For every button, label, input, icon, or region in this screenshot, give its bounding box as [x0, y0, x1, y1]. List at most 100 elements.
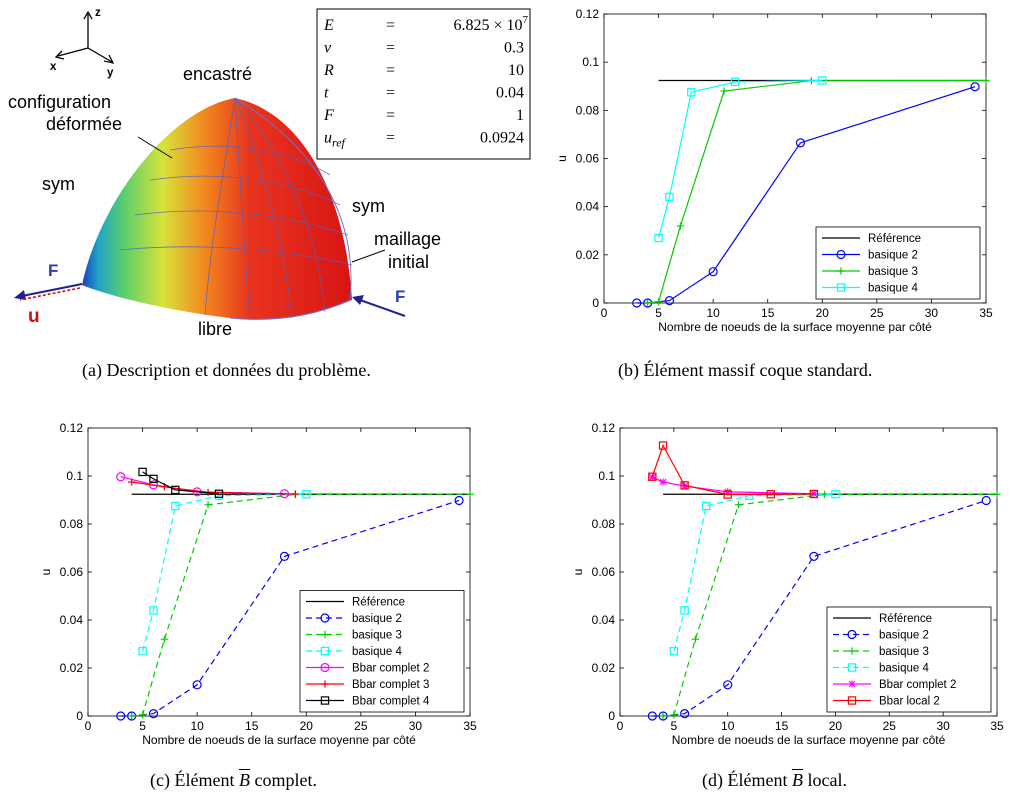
label-configuration: configuration — [8, 92, 111, 112]
data-point — [658, 441, 668, 450]
data-point — [734, 501, 743, 509]
data-point — [128, 478, 136, 486]
series-line — [131, 481, 296, 495]
x-tick-label: 0 — [601, 306, 608, 320]
series-basique-4 — [654, 76, 827, 243]
caption-b: (b) Élément massif coque standard. — [618, 360, 873, 380]
data-point — [676, 222, 684, 230]
legend-label: basique 2 — [879, 630, 929, 642]
param-symbol: F — [323, 107, 334, 124]
data-point — [724, 488, 732, 496]
axis-x-label: x — [50, 61, 57, 73]
label-force-right: F — [395, 287, 405, 306]
param-value: 0.3 — [504, 40, 524, 57]
data-point — [669, 646, 679, 656]
legend-label: Référence — [879, 613, 932, 625]
x-tick-label: 15 — [775, 719, 789, 733]
chart-d: 0 5 10 15 20 25 30 35 0 0.02 0.04 0.06 0.08 0.1 0.12 No… — [571, 421, 1004, 747]
param-equals: = — [386, 85, 395, 102]
x-axis-label: Nombre de noeuds de la surface moyenne p… — [658, 320, 932, 334]
data-point — [664, 295, 675, 306]
caption-d-post: local. — [802, 770, 847, 790]
initial-mesh-outline — [229, 97, 352, 320]
x-tick-label: 35 — [979, 306, 993, 320]
legend-box — [826, 606, 992, 713]
x-tick-label: 20 — [300, 719, 314, 733]
data-point — [116, 711, 126, 721]
force-arrow-right — [352, 295, 406, 317]
param-equals: = — [386, 62, 395, 79]
caption-d-pre: (d) Élément — [702, 770, 792, 790]
x-tick-label: 20 — [816, 306, 830, 320]
legend-label: basique 3 — [868, 266, 918, 278]
param-symbol: R — [323, 62, 334, 79]
y-tick-label: 0.02 — [60, 661, 84, 675]
data-point — [204, 501, 212, 509]
series-basique-4 — [669, 490, 840, 656]
caption-a: (a) Description et données du problème. — [82, 360, 371, 380]
series-line — [120, 499, 460, 717]
label-force-left: F — [48, 261, 58, 280]
axis-y-label: y — [107, 67, 114, 79]
caption-c: (c) Élément B complet. — [150, 770, 317, 791]
data-point — [831, 490, 840, 499]
data-point — [701, 501, 711, 511]
data-point — [138, 646, 147, 656]
legend-marker — [848, 647, 856, 655]
data-point — [138, 711, 147, 719]
chart-b: 0 5 10 15 20 25 30 35 0 0.02 0.04 0.06 0.08 0.1 0.12 No… — [555, 7, 993, 334]
y-tick-label: 0.12 — [592, 421, 616, 435]
param-equals: = — [386, 17, 395, 34]
x-tick-label: 35 — [990, 719, 1004, 733]
param-subscript: ref — [332, 136, 347, 150]
axis-z-label: z — [95, 7, 101, 19]
series-line — [663, 493, 998, 717]
series-bbar-complet-2 — [648, 473, 818, 498]
data-point — [970, 82, 980, 92]
series-line — [131, 493, 471, 717]
caption-c-bbar: B — [238, 770, 250, 790]
legend-marker — [321, 680, 329, 688]
series-line — [142, 471, 220, 495]
param-value: 0.04 — [496, 85, 524, 102]
data-point — [214, 489, 224, 498]
caption-c-post: complet. — [249, 770, 317, 790]
legend-marker — [320, 662, 330, 673]
data-point — [654, 298, 663, 306]
param-symbol: E — [323, 17, 334, 34]
series-line — [141, 493, 307, 652]
data-point — [809, 489, 819, 499]
data-point — [149, 474, 158, 484]
param-equals: = — [386, 40, 395, 57]
label-maillage: maillage — [374, 229, 441, 249]
pointer-mesh — [351, 249, 386, 263]
y-tick-label: 0.06 — [60, 565, 84, 579]
y-tick-label: 0.12 — [576, 7, 600, 21]
legend-marker — [320, 646, 330, 656]
y-tick-label: 0.1 — [582, 55, 599, 69]
label-initial: initial — [388, 252, 429, 272]
param-equals: = — [386, 130, 395, 147]
legend: Référence basique 2 basique 3 basique 4 Bbar… — [826, 606, 992, 713]
y-tick-label: 0.08 — [592, 517, 616, 531]
data-point — [982, 76, 990, 85]
y-tick-label: 0.04 — [592, 613, 616, 627]
series-line — [651, 444, 814, 496]
y-axis-label: u — [555, 155, 569, 162]
y-tick-label: 0.1 — [66, 469, 83, 483]
y-tick-label: 0.06 — [592, 565, 616, 579]
param-value: 1 — [516, 107, 524, 124]
param-symbol: ν — [324, 40, 332, 57]
legend-label: Bbar complet 2 — [879, 679, 956, 691]
deformed-dome — [82, 98, 352, 320]
data-point — [149, 606, 158, 615]
data-point — [680, 708, 690, 719]
legend: Référence basique 2 basique 3 basique 4 — [815, 226, 981, 300]
legend-label: basique 2 — [868, 250, 918, 262]
legend-marker — [847, 696, 857, 705]
legend-marker — [320, 613, 330, 623]
legend-marker — [837, 267, 845, 275]
legend-label: Bbar complet 3 — [352, 679, 429, 691]
